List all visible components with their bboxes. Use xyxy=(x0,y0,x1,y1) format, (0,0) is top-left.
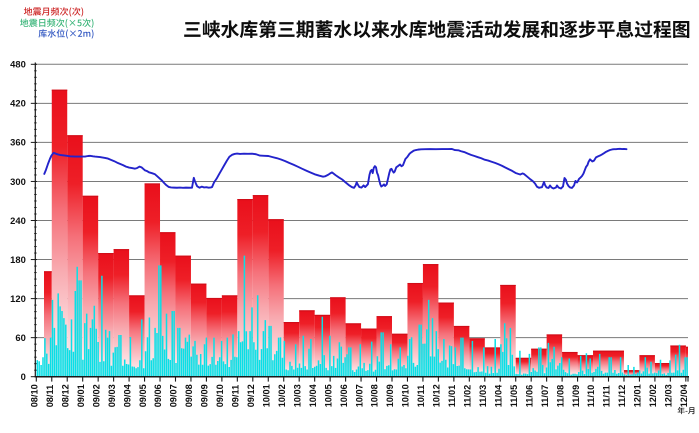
svg-text:10/02: 10/02 xyxy=(277,384,287,407)
svg-text:10/06: 10/06 xyxy=(339,384,349,407)
svg-text:11/07: 11/07 xyxy=(540,385,550,407)
svg-text:420: 420 xyxy=(10,98,26,109)
svg-text:09/09: 09/09 xyxy=(200,384,210,407)
svg-text:09/07: 09/07 xyxy=(169,384,179,407)
svg-text:08/12: 08/12 xyxy=(60,384,70,407)
svg-text:08/11: 08/11 xyxy=(45,385,55,407)
svg-text:09/04: 09/04 xyxy=(122,383,132,407)
svg-text:11/10: 11/10 xyxy=(586,385,596,407)
svg-text:09/03: 09/03 xyxy=(107,384,117,407)
svg-text:12/03: 12/03 xyxy=(664,384,674,407)
svg-text:12/01: 12/01 xyxy=(633,384,643,407)
svg-text:10/10: 10/10 xyxy=(401,384,411,407)
svg-text:11/02: 11/02 xyxy=(463,385,473,407)
svg-text:11/05: 11/05 xyxy=(509,385,519,407)
svg-text:09/12: 09/12 xyxy=(246,384,256,407)
svg-text:11/01: 11/01 xyxy=(447,385,457,407)
svg-text:11/08: 11/08 xyxy=(555,385,565,407)
svg-text:11/04: 11/04 xyxy=(493,384,503,407)
svg-text:120: 120 xyxy=(10,293,26,304)
svg-text:09/08: 09/08 xyxy=(184,384,194,407)
svg-text:09/11: 09/11 xyxy=(231,385,241,407)
svg-text:10/01: 10/01 xyxy=(261,384,271,407)
svg-text:12/02: 12/02 xyxy=(648,384,658,407)
svg-text:10/08: 10/08 xyxy=(370,384,380,407)
svg-text:180: 180 xyxy=(10,254,26,265)
svg-text:09/06: 09/06 xyxy=(153,384,163,407)
svg-text:0: 0 xyxy=(21,371,26,382)
svg-text:10/05: 10/05 xyxy=(323,384,333,407)
svg-text:10/04: 10/04 xyxy=(308,383,318,407)
svg-text:09/02: 09/02 xyxy=(91,384,101,407)
svg-text:08/10: 08/10 xyxy=(30,384,40,407)
svg-text:240: 240 xyxy=(10,215,26,226)
svg-text:09/01: 09/01 xyxy=(76,384,86,407)
svg-text:10/07: 10/07 xyxy=(354,384,364,407)
svg-text:09/10: 09/10 xyxy=(215,384,225,407)
svg-text:60: 60 xyxy=(15,332,25,343)
svg-text:10/03: 10/03 xyxy=(292,384,302,407)
svg-text:11/06: 11/06 xyxy=(524,385,534,407)
svg-text:10/11: 10/11 xyxy=(416,385,426,407)
svg-text:300: 300 xyxy=(10,176,26,187)
svg-text:12/04: 12/04 xyxy=(679,383,689,407)
svg-text:480: 480 xyxy=(10,59,26,70)
svg-text:11/11: 11/11 xyxy=(602,385,612,407)
svg-text:360: 360 xyxy=(10,137,26,148)
svg-text:10/12: 10/12 xyxy=(432,384,442,407)
svg-text:11/12: 11/12 xyxy=(617,385,627,407)
svg-text:11/09: 11/09 xyxy=(571,385,581,407)
svg-text:11/03: 11/03 xyxy=(478,385,488,407)
svg-text:10/09: 10/09 xyxy=(385,384,395,407)
svg-text:09/05: 09/05 xyxy=(138,384,148,407)
